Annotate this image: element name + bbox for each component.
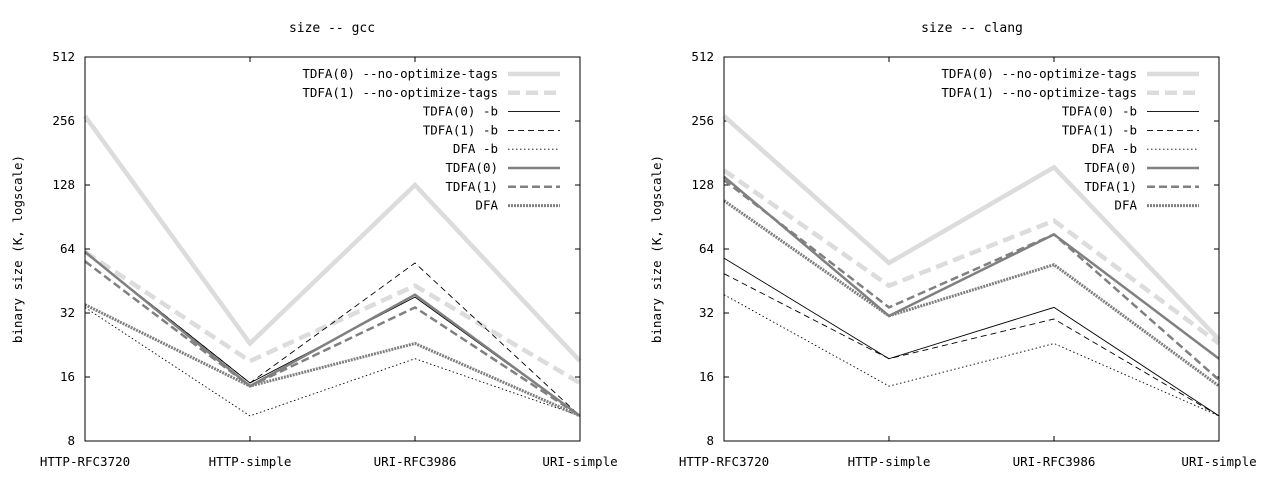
legend-label: TDFA(1) --no-optimize-tags bbox=[302, 85, 498, 100]
x-tick-label: HTTP-simple bbox=[209, 454, 292, 469]
series-line-8 bbox=[723, 199, 1220, 388]
y-tick-label: 256 bbox=[691, 113, 714, 128]
chart-panel-1: size -- gcc binary size (K, logscale) 8 16 3… bbox=[10, 21, 618, 469]
legend: TDFA(0) --no-optimize-tags TDFA(1) --no-o… bbox=[941, 66, 1199, 213]
series-line-3 bbox=[723, 257, 1220, 417]
legend-label: TDFA(0) bbox=[445, 160, 498, 175]
legend-label: TDFA(1) bbox=[1084, 179, 1137, 194]
legend-label: TDFA(1) bbox=[445, 179, 498, 194]
chart-title: size -- clang bbox=[921, 21, 1023, 36]
series-line-5 bbox=[84, 307, 581, 417]
legend-label: TDFA(0) --no-optimize-tags bbox=[302, 66, 498, 81]
x-tick-label: HTTP-simple bbox=[848, 454, 931, 469]
y-tick-label: 8 bbox=[67, 433, 75, 448]
series-line-6 bbox=[84, 250, 581, 417]
y-tick-label: 64 bbox=[60, 241, 75, 256]
legend-label: TDFA(0) -b bbox=[423, 104, 498, 119]
chart-panel-2: size -- clang binary size (K, logscale) 8 1… bbox=[649, 21, 1257, 469]
series-line-6 bbox=[723, 175, 1220, 360]
x-tick-label: URI-RFC3986 bbox=[374, 454, 457, 469]
y-tick-label: 128 bbox=[52, 177, 75, 192]
legend-label: DFA -b bbox=[1092, 141, 1137, 156]
x-tick-label: HTTP-RFC3720 bbox=[40, 454, 130, 469]
x-tick-label: URI-simple bbox=[542, 454, 617, 469]
x-tick-label: URI-simple bbox=[1181, 454, 1256, 469]
legend-label: TDFA(1) --no-optimize-tags bbox=[941, 85, 1137, 100]
legend-label: TDFA(1) -b bbox=[1062, 122, 1137, 137]
series-line-4 bbox=[723, 273, 1220, 417]
series-line-1 bbox=[722, 114, 1221, 342]
series-line-1 bbox=[83, 114, 582, 363]
chart-title: size -- gcc bbox=[289, 21, 375, 36]
y-tick-label: 16 bbox=[699, 369, 714, 384]
x-tick-label: URI-RFC3986 bbox=[1013, 454, 1096, 469]
series-line-4 bbox=[84, 251, 581, 417]
y-tick-label: 32 bbox=[60, 305, 75, 320]
series-line-5 bbox=[723, 294, 1220, 417]
series-line-2 bbox=[83, 250, 582, 385]
y-axis-label: binary size (K, logscale) bbox=[649, 155, 664, 343]
legend-label: DFA bbox=[1114, 198, 1137, 213]
legend-label: TDFA(0) --no-optimize-tags bbox=[941, 66, 1137, 81]
y-axis-label: binary size (K, logscale) bbox=[10, 155, 25, 343]
y-tick-label: 32 bbox=[699, 305, 714, 320]
legend: TDFA(0) --no-optimize-tags TDFA(1) --no-o… bbox=[302, 66, 560, 213]
legend-label: TDFA(0) bbox=[1084, 160, 1137, 175]
legend-label: DFA bbox=[475, 198, 498, 213]
legend-label: TDFA(0) -b bbox=[1062, 104, 1137, 119]
x-tick-label: HTTP-RFC3720 bbox=[679, 454, 769, 469]
y-tick-label: 128 bbox=[691, 177, 714, 192]
series-line-7 bbox=[723, 179, 1220, 381]
y-tick-label: 512 bbox=[691, 49, 714, 64]
plot-frame bbox=[84, 56, 581, 442]
legend-label: DFA -b bbox=[453, 141, 498, 156]
y-tick-label: 16 bbox=[60, 369, 75, 384]
series-line-7 bbox=[84, 260, 581, 417]
plot-frame bbox=[723, 56, 1220, 442]
series-line-8 bbox=[84, 303, 581, 418]
y-tick-label: 512 bbox=[52, 49, 75, 64]
series-line-3 bbox=[84, 251, 581, 417]
series-line-2 bbox=[722, 168, 1221, 346]
y-tick-label: 64 bbox=[699, 241, 714, 256]
y-tick-label: 8 bbox=[706, 433, 714, 448]
y-tick-label: 256 bbox=[52, 113, 75, 128]
legend-label: TDFA(1) -b bbox=[423, 122, 498, 137]
